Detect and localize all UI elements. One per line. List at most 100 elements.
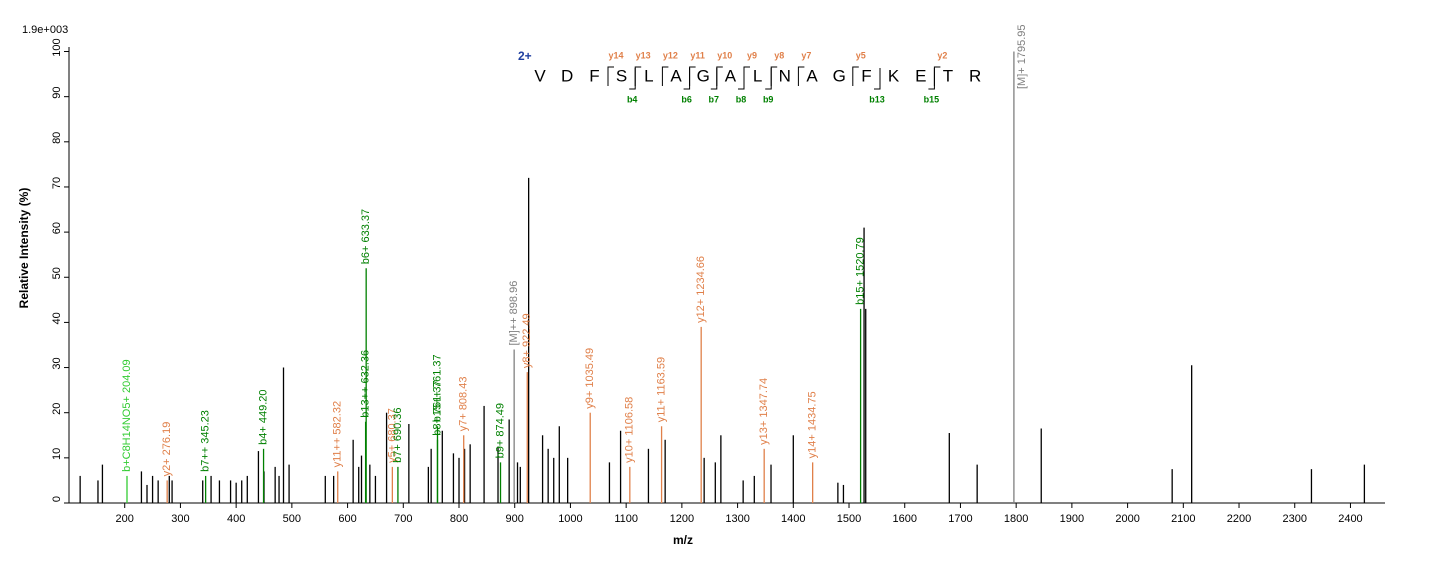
x-tick-label: 1200 [670,513,694,525]
residue: L [753,66,762,85]
y-tick-label: 80 [51,132,63,144]
peak-label: b13++ 632.36 [360,350,372,418]
residue: N [779,66,791,85]
y-ion-bracket [607,66,614,86]
y-tick-label: 0 [51,496,63,502]
x-tick-label: 2400 [1338,513,1362,525]
b-ion-label: b4 [627,94,638,104]
y-ion-bracket [716,66,723,86]
y-ion-bracket [689,66,696,86]
peak-label: y14+ 1434.75 [807,391,819,458]
b-ion-label: b15 [924,94,940,104]
peak-label: b6+ 633.37 [360,209,372,264]
x-tick-label: 400 [227,513,245,525]
peak-label: b+C8H14NO5+ 204.09 [121,359,133,472]
x-tick-label: 1600 [892,513,916,525]
residue: A [725,66,737,85]
peak-label: b7+ 690.36 [392,408,404,463]
y-tick-label: 60 [51,222,63,234]
peak-label: y12+ 1234.66 [695,256,707,323]
y-ion-label: y2 [937,50,947,60]
y-tick-label: 70 [51,177,63,189]
y-ion-label: y5 [856,50,866,60]
y-tick-label: 30 [51,357,63,369]
y-ion-label: y10 [717,50,732,60]
x-tick-label: 600 [338,513,356,525]
charge-label: 2+ [518,49,532,63]
peak-label: y11+ 1163.59 [655,357,667,422]
residue: A [806,66,818,85]
b-ion-bracket [710,68,718,90]
peak-label: b8+ 761.37 [431,380,443,435]
y-axis-label: Relative Intensity (%) [17,188,31,309]
y-ion-bracket [852,66,859,86]
y-ion-label: y11 [690,50,705,60]
x-tick-label: 1500 [837,513,861,525]
x-tick-label: 500 [283,513,301,525]
residue: D [561,66,573,85]
residue: V [534,66,546,85]
y-ion-label: y13 [636,50,651,60]
peak-label: y7+ 808.43 [458,377,470,432]
residue: A [670,66,682,85]
b-ion-label: b9 [763,94,774,104]
peak-label: [M]++ 898.96 [508,281,520,346]
residue: L [644,66,653,85]
x-tick-label: 1800 [1004,513,1028,525]
b-ion-bracket [765,68,772,90]
y-ion-bracket [797,66,805,86]
residue: S [616,66,627,85]
y-ion-bracket [743,66,750,86]
y-tick-label: 90 [51,87,63,99]
y-tick-label: 50 [51,267,63,279]
x-tick-label: 2000 [1115,513,1139,525]
peak-label: [M]+ 1795.95 [1016,24,1028,89]
y-ion-bracket [933,66,941,86]
b-ion-bracket [928,68,935,90]
y-tick-label: 20 [51,403,63,415]
peak-label: b7++ 345.23 [200,410,212,472]
b-ion-bracket [738,68,745,90]
x-tick-label: 2300 [1282,513,1306,525]
y-tick-label: 100 [51,38,63,56]
residue: F [589,66,599,85]
x-axis-label: m/z [673,533,693,547]
residue: G [833,66,846,85]
x-tick-label: 800 [450,513,468,525]
y-ion-bracket [634,66,642,86]
x-tick-label: 300 [171,513,189,525]
x-tick-label: 1100 [614,513,638,525]
scale-label: 1.9e+003 [22,24,68,36]
x-tick-label: 1000 [558,513,582,525]
peak-label: y10+ 1106.58 [624,397,636,463]
peak-label: y9+ 1035.49 [584,348,596,409]
peak-label: b15+ 1520.79 [855,237,867,305]
x-tick-label: 200 [116,513,134,525]
b-ion-label: b7 [709,94,720,104]
peak-label: b15++ 761.37 [431,354,443,422]
peak-label: y13+ 1347.74 [758,378,770,445]
residue: G [697,66,710,85]
residue: T [943,66,953,85]
x-tick-label: 700 [394,513,412,525]
b-ion-bracket [683,68,691,90]
peak-label: y5+ 680.37 [386,408,398,463]
peak-label: y2+ 276.19 [161,422,173,477]
x-tick-label: 1300 [725,513,749,525]
y-ion-label: y12 [663,50,678,60]
y-ion-label: y9 [747,50,757,60]
b-ion-bracket [629,68,636,90]
x-tick-label: 2100 [1171,513,1195,525]
peak-label: y11++ 582.32 [332,401,344,467]
y-ion-bracket [661,66,669,86]
peak-label: b9+ 874.49 [494,403,506,458]
x-tick-label: 1700 [948,513,972,525]
peak-label: b4+ 449.20 [257,389,269,444]
x-tick-label: 1900 [1060,513,1084,525]
y-ion-label: y8 [774,50,784,60]
y-tick-label: 10 [51,448,63,460]
residue: K [888,66,900,85]
y-tick-label: 40 [51,312,63,324]
residue: E [915,66,926,85]
